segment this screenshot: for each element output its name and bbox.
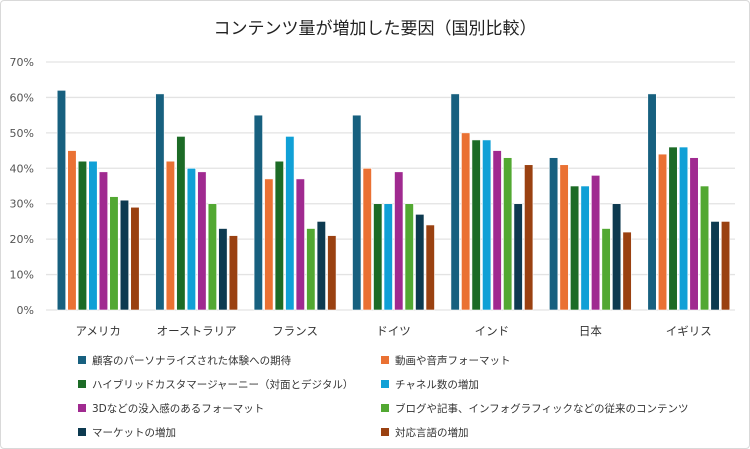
legend-swatch: [78, 428, 86, 436]
y-tick-label: 20%: [10, 233, 34, 246]
bar: [580, 185, 590, 311]
legend-item: 動画や音声フォーマット: [381, 352, 701, 368]
bar: [264, 178, 274, 311]
bar: [492, 150, 502, 311]
bar: [415, 214, 425, 311]
legend-item: ハイブリッドカスタマージャーニー（対面とデジタル）: [78, 376, 381, 392]
legend-label: ハイブリッドカスタマージャーニー（対面とデジタル）: [92, 378, 354, 391]
bar: [549, 157, 559, 311]
bar: [186, 167, 196, 311]
bar: [383, 203, 393, 311]
bar: [657, 153, 668, 311]
bar: [524, 164, 534, 311]
legend-item: 顧客のパーソナライズされた体験への期待: [78, 352, 381, 368]
bar: [647, 93, 657, 311]
y-tick-label: 40%: [10, 162, 34, 175]
bar: [295, 178, 305, 311]
category-label: オーストラリア: [157, 324, 237, 338]
bar: [77, 160, 88, 311]
bar: [622, 231, 632, 311]
bar: [710, 221, 720, 311]
legend-item: チャネル数の増加: [381, 376, 701, 392]
y-tick-label: 0%: [17, 304, 34, 317]
bar: [668, 146, 678, 311]
bar: [362, 167, 372, 311]
bar: [218, 228, 228, 311]
legend-label: チャネル数の増加: [395, 378, 479, 391]
legend-item: 対応言語の増加: [381, 424, 701, 440]
bar: [88, 160, 98, 311]
bar: [197, 171, 207, 311]
legend-swatch: [78, 356, 86, 364]
bar: [591, 175, 601, 311]
bar: [678, 146, 689, 311]
legend-swatch: [381, 428, 389, 436]
legend-swatch: [381, 356, 389, 364]
category-label: フランス: [272, 324, 318, 338]
bar: [425, 224, 435, 311]
bar: [109, 196, 119, 311]
y-tick-label: 30%: [10, 198, 34, 211]
bar: [699, 185, 710, 311]
legend-item: ブログや記事、インフォグラフィックなどの従来のコンテンツ: [381, 400, 701, 416]
y-tick-label: 60%: [10, 91, 34, 104]
legend-item: マーケットの増加: [78, 424, 381, 440]
bar: [570, 185, 580, 311]
bar: [327, 235, 337, 311]
bar: [274, 160, 284, 311]
legend-item: 3Dなどの没入感のあるフォーマット: [78, 400, 381, 416]
legend-swatch: [78, 404, 86, 412]
bar: [559, 164, 569, 311]
y-tick-label: 70%: [10, 56, 34, 69]
bar: [394, 171, 404, 311]
legend-label: 顧客のパーソナライズされた体験への期待: [92, 354, 292, 367]
category-label: アメリカ: [75, 324, 120, 338]
bar: [67, 150, 77, 311]
bar: [404, 203, 414, 311]
bar: [165, 160, 175, 311]
category-label: イギリス: [666, 324, 712, 338]
bar: [482, 139, 492, 311]
bar: [720, 221, 731, 311]
y-tick-label: 10%: [10, 269, 34, 282]
category-label: インド: [475, 324, 510, 338]
legend-label: 3Dなどの没入感のあるフォーマット: [92, 402, 265, 415]
bar: [306, 228, 316, 311]
bar: [352, 114, 362, 311]
bar: [513, 203, 523, 311]
bar: [253, 114, 263, 311]
bar: [503, 157, 513, 311]
bar: [689, 157, 699, 311]
category-label: 日本: [579, 324, 602, 338]
bar: [601, 228, 611, 311]
category-label: ドイツ: [376, 324, 411, 338]
bar: [316, 221, 326, 311]
legend-swatch: [78, 380, 86, 388]
bar: [207, 203, 217, 311]
bar: [130, 206, 140, 311]
bar: [471, 139, 481, 311]
legend-label: 対応言語の増加: [395, 426, 469, 439]
legend: 顧客のパーソナライズされた体験への期待 動画や音声フォーマットハイブリッドカスタマ…: [78, 352, 718, 440]
chart-title: コンテンツ量が増加した要因（国別比較）: [213, 19, 537, 39]
bar: [612, 203, 622, 311]
y-tick-label: 50%: [10, 127, 34, 140]
legend-swatch: [381, 404, 389, 412]
bar: [450, 93, 460, 311]
bar: [228, 235, 238, 311]
bar: [155, 93, 165, 311]
legend-label: ブログや記事、インフォグラフィックなどの従来のコンテンツ: [395, 402, 689, 415]
bar: [98, 171, 109, 311]
bar: [56, 90, 67, 311]
bar: [373, 203, 383, 311]
legend-label: 動画や音声フォーマット: [395, 354, 511, 367]
bar: [285, 136, 295, 311]
bar: [461, 132, 471, 311]
bar: [176, 136, 186, 311]
legend-label: マーケットの増加: [92, 426, 176, 439]
bar: [119, 199, 130, 311]
legend-swatch: [381, 380, 389, 388]
